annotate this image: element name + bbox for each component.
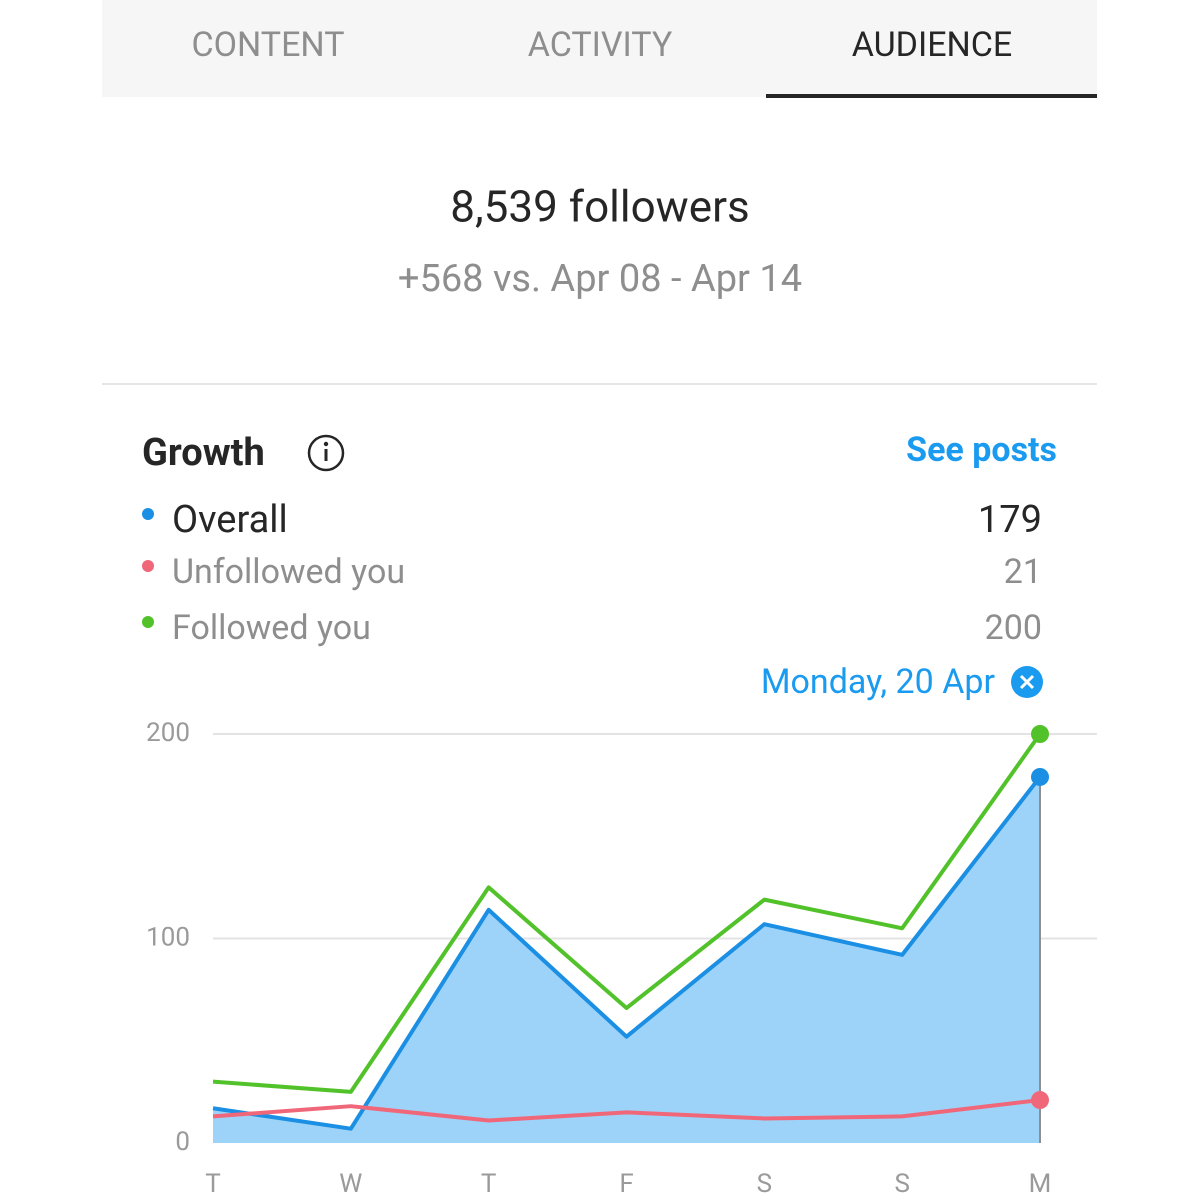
followers-change: +568 vs. Apr 08 - Apr 14 [398,257,802,301]
y-tick-label: 0 [175,1127,190,1157]
selected-point [1031,767,1049,786]
selected-date: Monday, 20 Apr [761,662,996,702]
x-tick-label: T [481,1169,497,1199]
selected-point [1031,1091,1049,1110]
tab[interactable]: CONTENT [192,25,345,65]
legend-dot [142,508,154,520]
legend-value: 179 [978,498,1042,542]
legend-label: Overall [172,498,288,542]
line [212,775,1042,1131]
x-tick-label: M [1029,1169,1052,1199]
see-posts-link[interactable]: See posts [906,430,1057,470]
selected-point [1031,725,1049,743]
tab[interactable]: ACTIVITY [528,25,673,65]
legend-value: 200 [985,608,1042,648]
legend-label: Followed you [172,608,371,648]
tab-bar [102,0,1097,97]
divider [102,383,1097,385]
line [212,1098,1041,1123]
section-title: Growth [142,431,265,475]
legend-label: Unfollowed you [172,552,405,592]
x-tick-label: W [339,1169,362,1199]
clear-selection[interactable] [1011,666,1043,698]
x-tick-label: S [894,1169,909,1199]
legend-dot [142,616,154,628]
y-tick-label: 200 [146,718,190,748]
area [213,776,1040,1143]
legend-dot [142,560,154,572]
tab[interactable]: AUDIENCE [852,25,1013,65]
info-icon[interactable] [307,434,345,472]
x-tick-label: F [619,1169,633,1199]
y-tick-label: 100 [146,922,190,952]
x-tick-label: T [205,1169,221,1199]
line [212,732,1042,1094]
tab-indicator [766,94,1097,98]
legend-value: 21 [1004,552,1042,592]
x-tick-label: S [757,1169,772,1199]
followers-count: 8,539 followers [450,181,749,233]
